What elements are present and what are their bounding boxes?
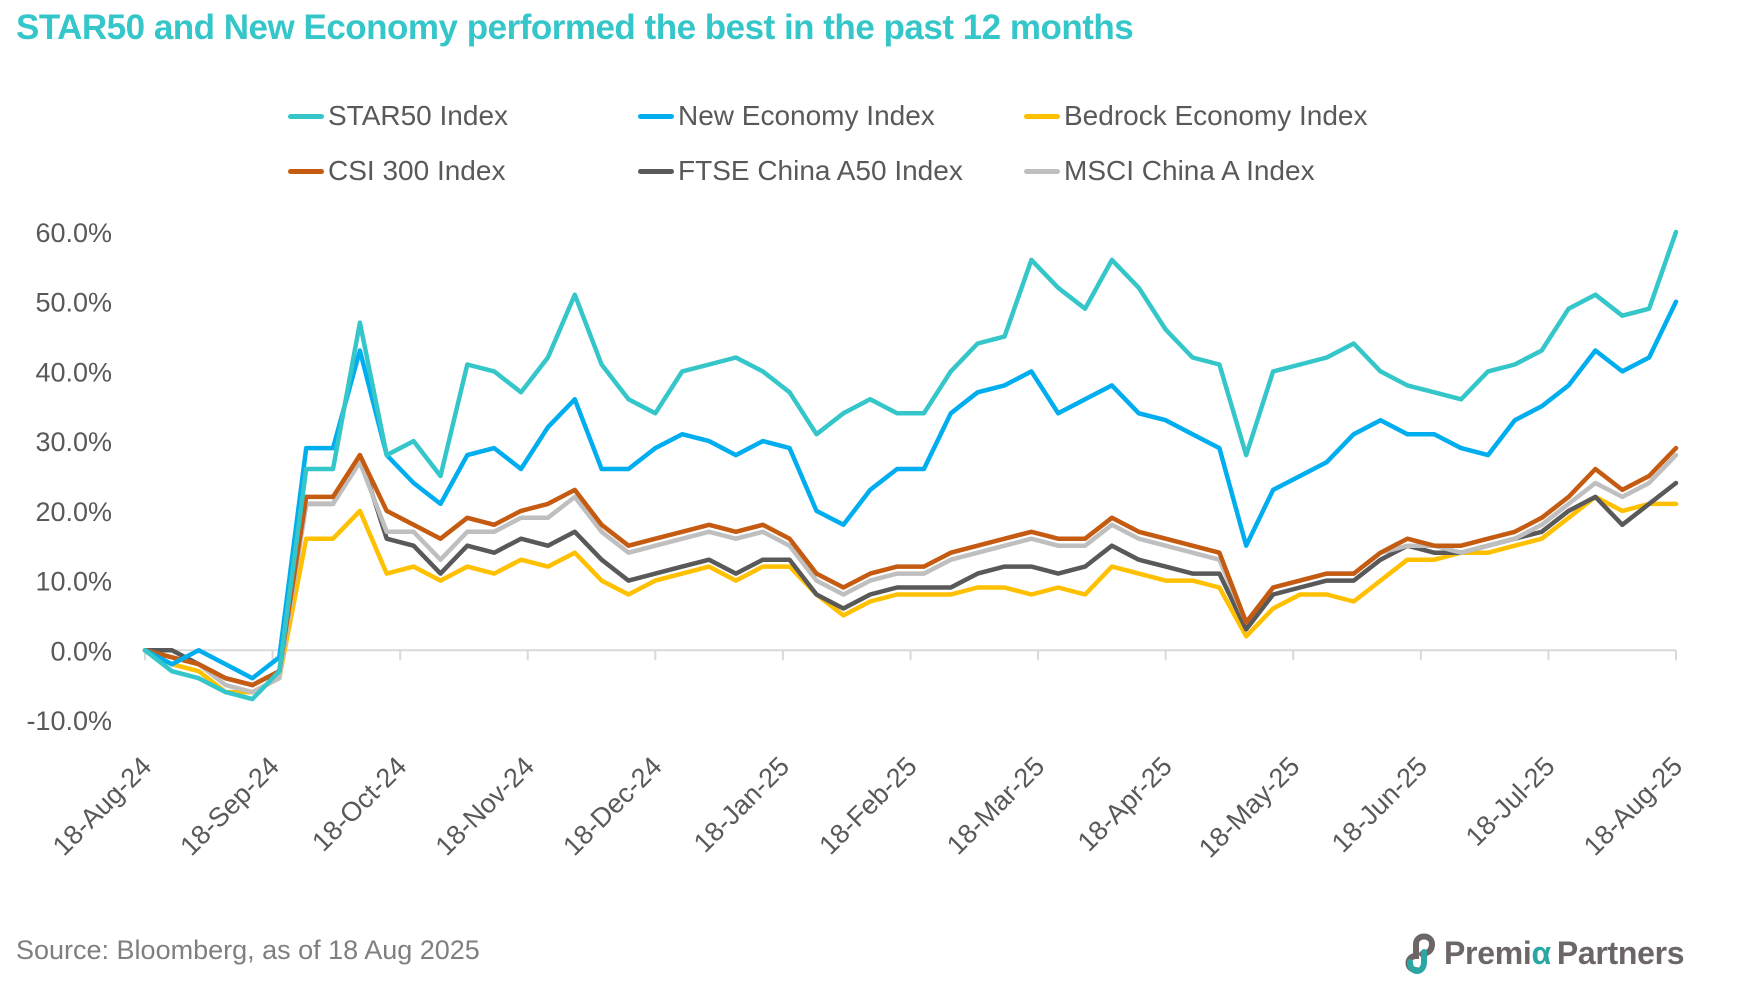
legend-label-csi300: CSI 300 Index bbox=[328, 155, 506, 186]
logo-text-premi: Premi bbox=[1444, 934, 1532, 971]
series-line-csi-300-index bbox=[142, 445, 1679, 688]
x-tick-label: 18-Nov-24 bbox=[430, 751, 540, 861]
legend-label-ftse-a50: FTSE China A50 Index bbox=[678, 155, 963, 186]
y-tick-label: -10.0% bbox=[26, 706, 112, 736]
y-tick-label: 50.0% bbox=[35, 288, 112, 318]
legend-label-star50: STAR50 Index bbox=[328, 100, 509, 131]
legend-item-star50: STAR50 Index bbox=[288, 100, 508, 132]
x-tick-label: 18-Apr-25 bbox=[1072, 751, 1178, 857]
x-tick-label: 18-Jan-25 bbox=[688, 751, 795, 858]
y-tick-label: 0.0% bbox=[50, 636, 112, 666]
premia-partners-logo: Premiα Partners bbox=[1402, 930, 1685, 976]
x-tick-label: 18-Jun-25 bbox=[1326, 751, 1433, 858]
series-line-ftse-china-a50-index bbox=[142, 452, 1679, 688]
legend-swatch-star50 bbox=[288, 113, 324, 119]
legend-label-msci-china-a: MSCI China A Index bbox=[1064, 155, 1315, 186]
source-note: Source: Bloomberg, as of 18 Aug 2025 bbox=[16, 935, 480, 965]
series-line-bedrock-economy-index bbox=[142, 494, 1679, 695]
x-tick-label: 18-Feb-25 bbox=[813, 751, 922, 860]
legend-item-csi300: CSI 300 Index bbox=[288, 155, 505, 187]
legend-swatch-csi300 bbox=[288, 168, 324, 174]
logo-text-partners: Partners bbox=[1556, 934, 1685, 971]
legend-swatch-bedrock-economy bbox=[1024, 113, 1060, 119]
x-tick-label: 18-Aug-25 bbox=[1578, 751, 1688, 861]
y-axis: 60.0% 50.0% 40.0% 30.0% 20.0% 10.0% 0.0% -10.0% bbox=[26, 218, 112, 736]
legend-label-bedrock-economy: Bedrock Economy Index bbox=[1064, 100, 1368, 131]
legend-swatch-msci-china-a bbox=[1024, 168, 1060, 174]
y-tick-label: 60.0% bbox=[35, 218, 112, 248]
y-tick-label: 40.0% bbox=[35, 357, 112, 387]
series-line-star50-index bbox=[142, 229, 1679, 702]
x-tick-label: 18-Mar-25 bbox=[941, 751, 1050, 860]
y-tick-label: 20.0% bbox=[35, 497, 112, 527]
legend-item-new-economy: New Economy Index bbox=[638, 100, 935, 132]
logo-wordmark: Premiα Partners bbox=[1444, 934, 1685, 972]
x-tick-label: 18-Aug-24 bbox=[47, 751, 157, 861]
y-tick-label: 10.0% bbox=[35, 567, 112, 597]
series-line-msci-china-a-index bbox=[142, 452, 1679, 695]
legend-swatch-new-economy bbox=[638, 113, 674, 119]
premia-logo-icon bbox=[1405, 933, 1436, 974]
logo-text-alpha: α bbox=[1531, 934, 1551, 971]
x-tick-label: 18-May-25 bbox=[1193, 751, 1305, 863]
series-lines bbox=[142, 229, 1679, 702]
x-tick-label: 18-Dec-24 bbox=[557, 751, 667, 861]
x-axis: 18-Aug-24 18-Sep-24 18-Oct-24 18-Nov-24 18-D… bbox=[47, 649, 1688, 864]
legend-item-msci-china-a: MSCI China A Index bbox=[1024, 155, 1315, 187]
legend-label-new-economy: New Economy Index bbox=[678, 100, 935, 131]
legend-item-bedrock-economy: Bedrock Economy Index bbox=[1024, 100, 1368, 132]
chart-title: STAR50 and New Economy performed the bes… bbox=[16, 8, 1134, 47]
x-tick-label: 18-Oct-24 bbox=[306, 751, 412, 857]
y-tick-label: 30.0% bbox=[35, 427, 112, 457]
x-tick-label: 18-Jul-25 bbox=[1460, 751, 1561, 852]
legend-swatch-ftse-a50 bbox=[638, 168, 674, 174]
series-line-new-economy-index bbox=[142, 299, 1679, 681]
legend-item-ftse-a50: FTSE China A50 Index bbox=[638, 155, 963, 187]
x-tick-label: 18-Sep-24 bbox=[174, 751, 284, 861]
